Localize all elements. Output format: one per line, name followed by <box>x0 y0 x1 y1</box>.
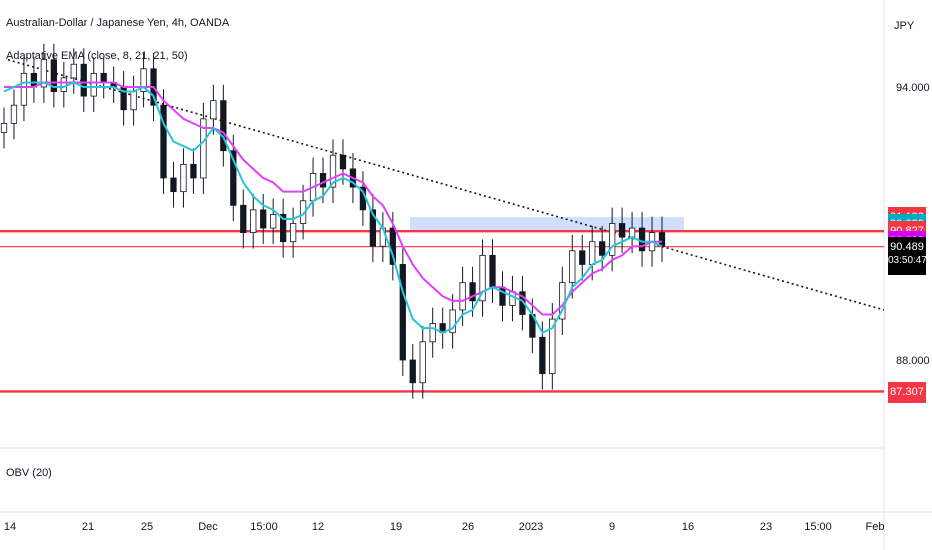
candle-body <box>628 227 636 238</box>
candle-body <box>319 173 327 188</box>
y-tick-label: 94.000 <box>896 82 930 94</box>
candle-body <box>449 309 456 334</box>
price-badge: 90.489 03:50:47 <box>888 236 927 275</box>
candle-body <box>589 241 596 265</box>
candle-body <box>100 72 107 83</box>
candle-body <box>658 232 666 247</box>
candles <box>0 43 666 399</box>
price-badge-value: 90.489 <box>890 240 924 253</box>
candle-body <box>260 209 267 229</box>
candle-body <box>459 282 466 311</box>
candle-body <box>70 63 77 79</box>
candle-body <box>80 63 87 97</box>
candle-body <box>160 104 167 179</box>
candle-body <box>130 91 137 111</box>
x-tick-label: Feb <box>866 521 885 533</box>
x-tick-label: Dec <box>198 521 218 533</box>
candle-body <box>240 204 247 234</box>
supply-zone <box>410 217 684 232</box>
x-tick-label: 26 <box>462 521 474 533</box>
x-tick-label: 16 <box>682 521 694 533</box>
candle-body <box>140 68 147 92</box>
candle-body <box>20 72 28 106</box>
x-tick-label: 21 <box>82 521 94 533</box>
candle-body <box>90 72 97 97</box>
fast-ema-line <box>3 81 663 335</box>
x-tick-label: 2023 <box>519 521 543 533</box>
candle-body <box>250 209 257 234</box>
candle-body <box>339 154 347 170</box>
candle-body <box>609 223 616 256</box>
symbol-title: Australian-Dollar / Japanese Yen, 4h, OA… <box>6 17 230 29</box>
bar-countdown: 03:50:47 <box>888 254 927 266</box>
candle-body <box>509 291 516 306</box>
x-tick-label: 14 <box>4 521 16 533</box>
currency-label: JPY <box>894 20 915 32</box>
x-tick-label: 19 <box>390 521 402 533</box>
candle-body <box>60 77 67 92</box>
candle-body <box>549 318 556 375</box>
price-badge: 87.307 <box>888 381 926 403</box>
x-tick-label: 23 <box>760 521 772 533</box>
candle-body <box>479 254 486 302</box>
x-tick-label: 25 <box>141 521 153 533</box>
candle-body <box>40 59 48 88</box>
candle-body <box>270 213 277 229</box>
candle-body <box>579 250 586 265</box>
candle-body <box>569 250 576 284</box>
candle-body <box>409 359 416 384</box>
candle-body <box>599 241 606 256</box>
candle-body <box>399 264 406 361</box>
candle-body <box>180 163 187 193</box>
candle-body <box>190 163 197 179</box>
candle-body <box>0 123 8 133</box>
candle-body <box>230 150 237 206</box>
candle-body <box>220 100 227 152</box>
candle-body <box>10 104 18 124</box>
candle-body <box>489 254 496 288</box>
slow-ema-line <box>4 81 662 316</box>
downtrend-line <box>7 58 885 311</box>
candle-body <box>50 59 57 92</box>
candle-body <box>170 177 177 193</box>
candle-body <box>329 154 337 188</box>
candle-body <box>210 100 217 120</box>
candle-body <box>638 227 646 252</box>
x-tick-label: 9 <box>609 521 615 533</box>
candle-body <box>539 336 546 375</box>
candle-body <box>618 223 626 238</box>
obv-legend[interactable]: OBV (20) <box>6 467 52 479</box>
candle-body <box>419 341 426 384</box>
x-tick-label: 12 <box>312 521 324 533</box>
candle-body <box>369 209 377 247</box>
indicator-legend[interactable]: Adaptative EMA (close, 8, 21, 21, 50) <box>6 50 188 62</box>
candle-body <box>429 323 436 343</box>
candle-body <box>30 72 38 88</box>
y-tick-label: 88.000 <box>896 355 930 367</box>
x-tick-label: 15:00 <box>250 521 278 533</box>
x-tick-label: 15:00 <box>804 521 832 533</box>
candle-body <box>469 282 476 302</box>
candle-body <box>280 213 287 243</box>
candle-body <box>289 223 297 243</box>
candle-body <box>200 118 207 179</box>
